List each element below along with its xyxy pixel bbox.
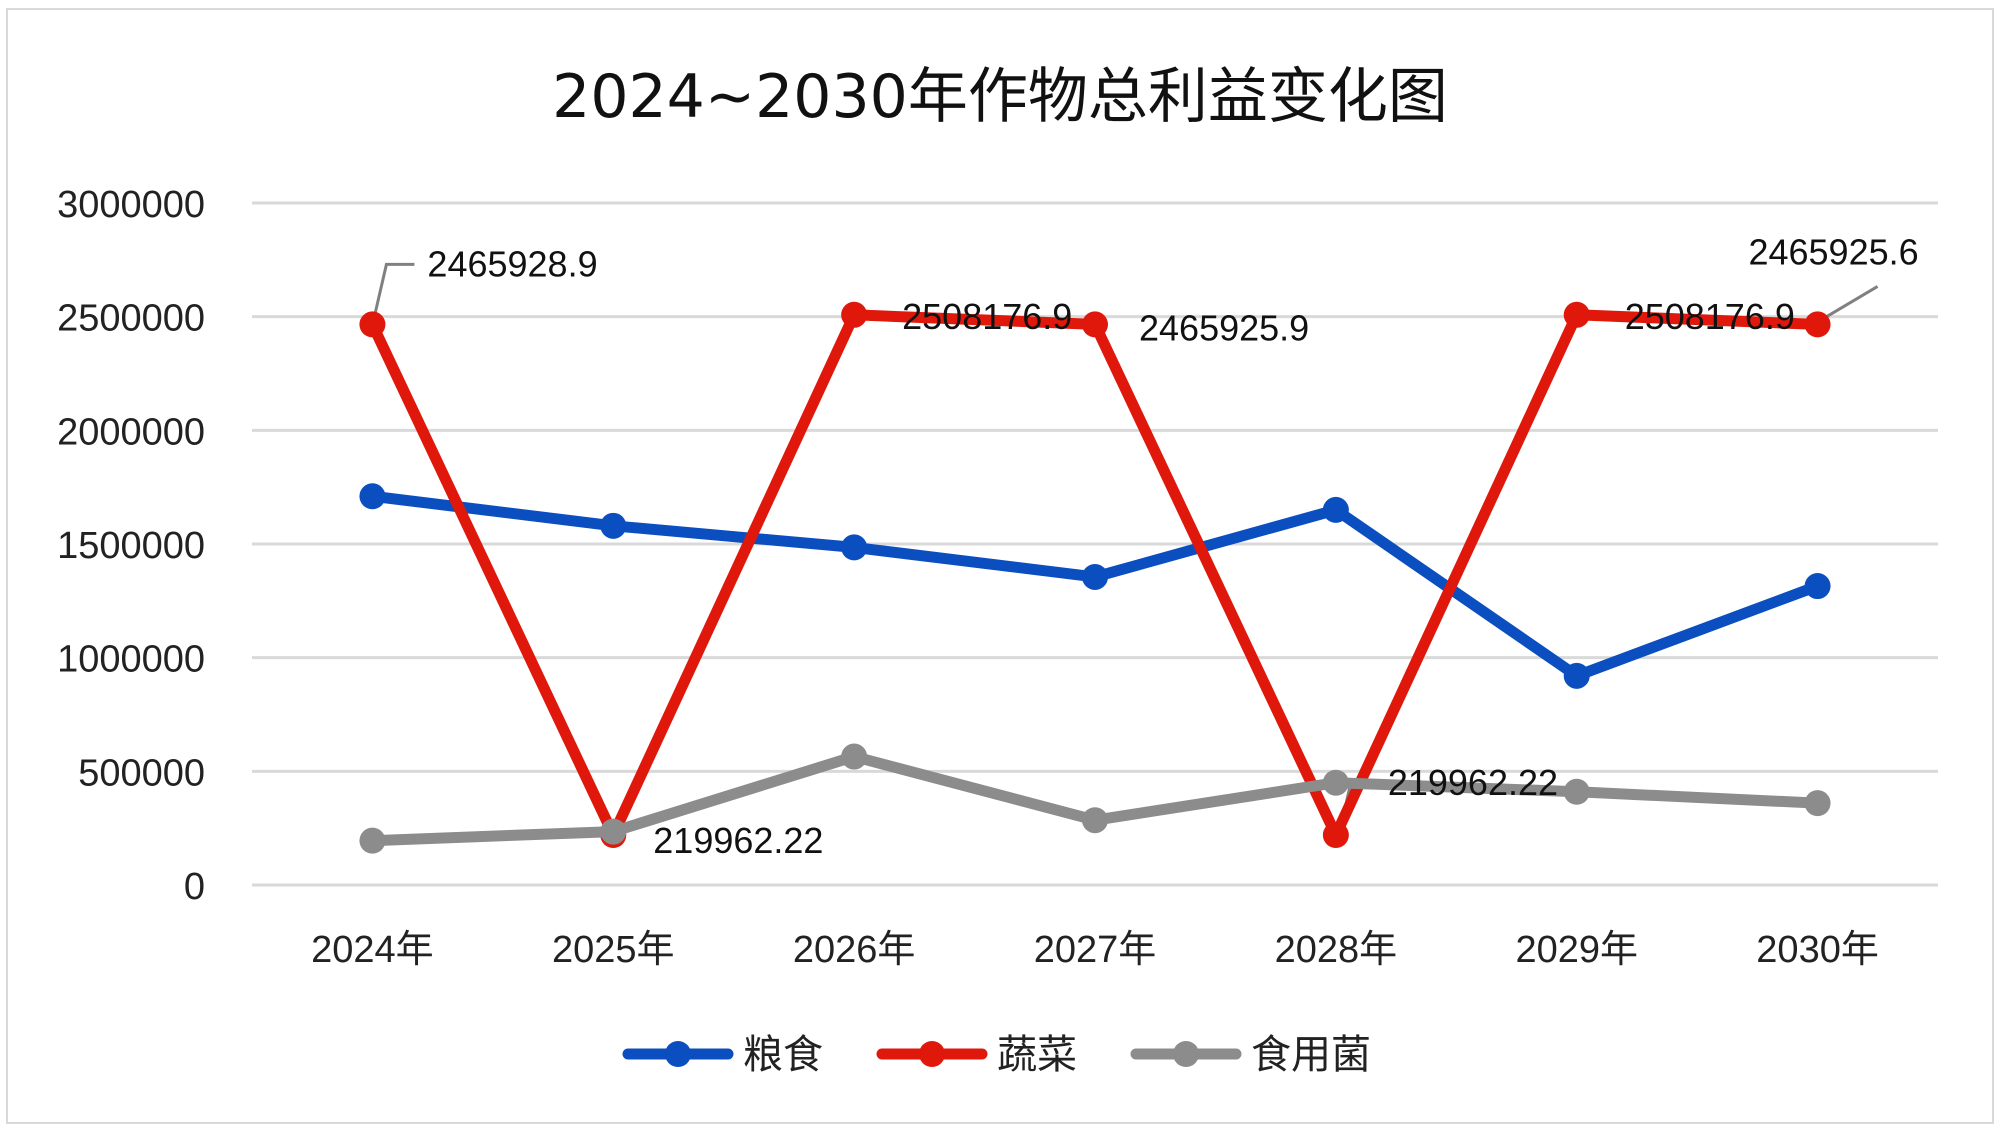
leader-line — [372, 262, 415, 317]
data-point — [1804, 573, 1831, 600]
x-tick-label: 2028年 — [1275, 929, 1398, 971]
x-tick-label: 2029年 — [1515, 929, 1638, 971]
legend-swatch-marker — [1173, 1041, 1199, 1067]
series-1 — [359, 483, 1831, 689]
data-point — [1082, 563, 1108, 590]
data-label: 2508176.9 — [902, 296, 1072, 337]
y-tick-label: 0 — [184, 866, 205, 908]
x-tick-label: 2027年 — [1034, 929, 1157, 971]
data-point — [1322, 769, 1349, 796]
data-point — [1322, 821, 1349, 848]
legend-item: 粮食 — [622, 1032, 823, 1078]
data-point — [600, 818, 627, 845]
y-tick-label: 2000000 — [57, 411, 205, 453]
legend-label: 粮食 — [743, 1032, 823, 1078]
data-point — [1563, 301, 1590, 328]
data-point — [1804, 311, 1831, 338]
data-label: 219962.22 — [653, 820, 823, 861]
data-point — [1322, 496, 1349, 523]
data-point — [841, 534, 868, 561]
data-label: 219962.22 — [1388, 762, 1558, 803]
data-point — [1804, 790, 1831, 817]
data-label: 2465925.6 — [1748, 231, 1918, 272]
x-axis-ticks: 2024年 2025年 2026年 2027年 2028年 2029年 2030年 — [311, 929, 1879, 971]
data-point — [359, 827, 386, 854]
data-point — [600, 512, 627, 539]
legend-swatch-marker — [665, 1041, 691, 1067]
legend: 粮食 蔬菜 食用菌 — [622, 1032, 1371, 1078]
chart-title: 2024~2030年作物总利益变化图 — [552, 62, 1448, 132]
x-tick-label: 2025年 — [552, 929, 675, 971]
data-label: 2508176.9 — [1625, 296, 1795, 337]
x-tick-label: 2030年 — [1756, 929, 1879, 971]
data-point — [841, 743, 868, 770]
legend-item: 蔬菜 — [876, 1032, 1077, 1078]
x-tick-label: 2024年 — [311, 929, 434, 971]
y-tick-label: 1000000 — [57, 639, 205, 681]
y-tick-label: 500000 — [78, 752, 205, 794]
data-label: 2465925.9 — [1139, 307, 1309, 348]
y-tick-label: 2500000 — [57, 298, 205, 340]
data-point — [1082, 807, 1108, 834]
series-lines — [359, 301, 1831, 854]
data-point — [1563, 662, 1590, 689]
label-leader-lines — [372, 262, 1879, 832]
data-point — [841, 301, 868, 328]
legend-item: 食用菌 — [1130, 1032, 1371, 1078]
data-point — [1563, 778, 1590, 805]
y-tick-label: 3000000 — [57, 184, 205, 226]
leader-line — [1822, 285, 1879, 320]
data-labels: 2465928.9 219962.22 2508176.9 2465925.9 2199… — [427, 231, 1918, 861]
data-point — [359, 483, 386, 510]
legend-label: 蔬菜 — [997, 1032, 1077, 1078]
data-point — [1082, 311, 1108, 338]
data-label: 2465928.9 — [427, 243, 597, 284]
data-point — [359, 311, 386, 338]
legend-label: 食用菌 — [1251, 1032, 1371, 1078]
legend-swatch-marker — [919, 1041, 945, 1067]
series-3 — [359, 743, 1831, 854]
x-tick-label: 2026年 — [793, 929, 916, 971]
y-tick-label: 1500000 — [57, 525, 205, 567]
y-axis-ticks: 0 500000 1000000 1500000 2000000 2500000 30000… — [57, 184, 205, 908]
